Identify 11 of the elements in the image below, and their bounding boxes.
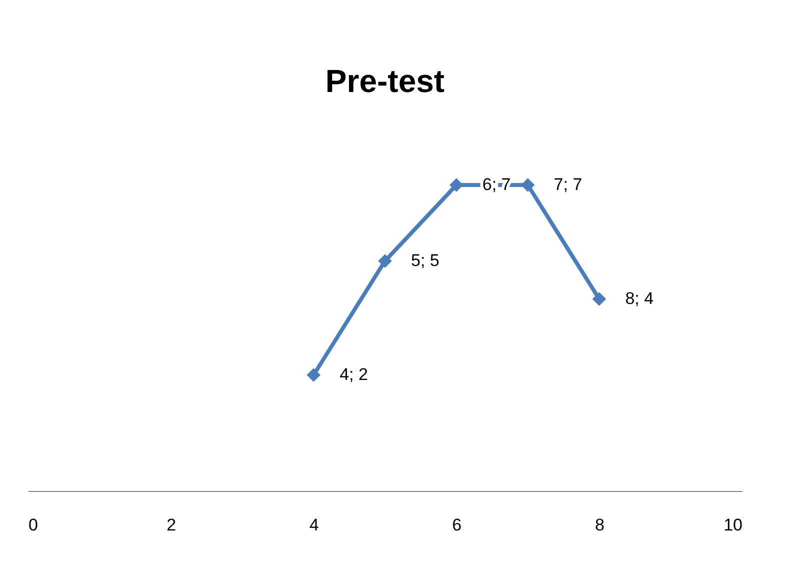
x-tick-label: 8 <box>594 516 604 534</box>
data-label: 5; 5 <box>411 251 440 270</box>
x-tick-label: 10 <box>724 516 742 534</box>
chart-title: Pre-test <box>325 63 445 99</box>
data-label: 7; 7 <box>554 175 582 194</box>
data-label: 4; 2 <box>340 365 368 384</box>
data-label: 8; 4 <box>625 289 654 308</box>
x-tick-label: 0 <box>28 516 38 534</box>
x-tick-label: 6 <box>452 516 462 534</box>
x-tick-label: 4 <box>309 516 319 534</box>
x-tick-label: 2 <box>166 516 176 534</box>
